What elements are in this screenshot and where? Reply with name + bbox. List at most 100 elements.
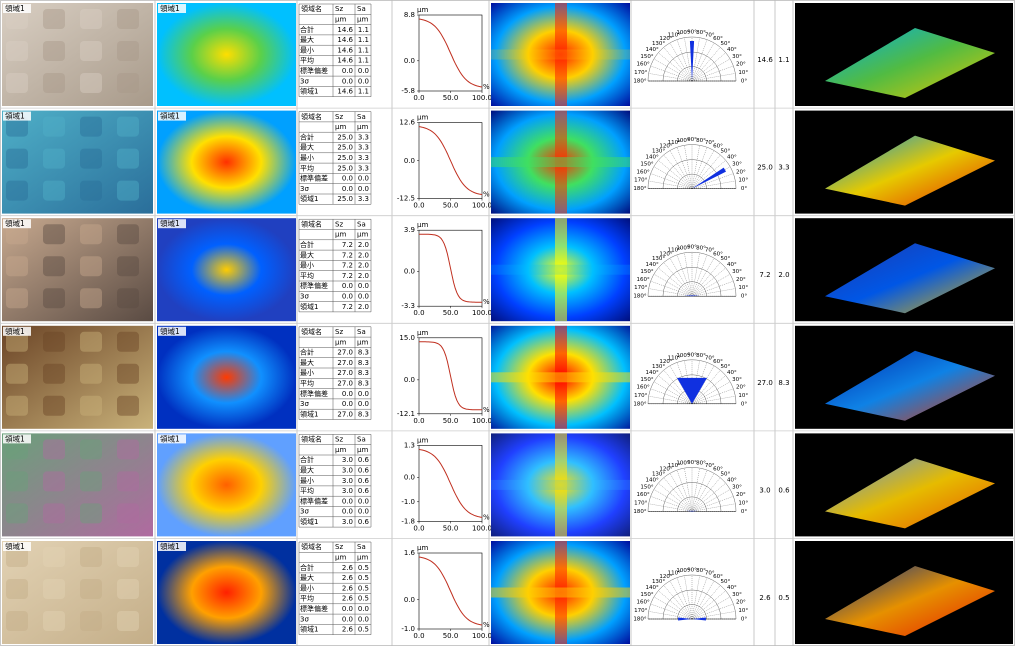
- polar-label: 80°: [696, 353, 706, 359]
- table-cell: 領域1: [300, 517, 318, 526]
- polar-spoke: [654, 167, 692, 189]
- photo-texture: [43, 503, 65, 523]
- polar-label: 160°: [637, 169, 650, 175]
- photo-texture: [43, 73, 65, 93]
- polar-label: 30°: [732, 592, 742, 598]
- polar-label: 170°: [634, 608, 647, 614]
- photo-texture: [80, 439, 102, 459]
- photo-texture: [117, 256, 139, 276]
- polar-spoke: [649, 73, 692, 81]
- table-cell: 2.6: [342, 564, 354, 572]
- polar-label: 80°: [696, 138, 706, 144]
- x-tick-label: 50.0: [443, 94, 459, 102]
- table-cell: 3.3: [358, 195, 369, 203]
- x-tick-label: 0.0: [413, 632, 424, 640]
- table-cell: 3.0: [342, 456, 353, 464]
- polar-label: 170°: [634, 178, 647, 184]
- y-tick-label: 12.6: [399, 119, 415, 127]
- photo-texture: [117, 224, 139, 244]
- table-cell: 2.0: [358, 241, 369, 249]
- table-cell: 27.0: [337, 359, 353, 367]
- x-tick-label: 100.0: [472, 94, 492, 102]
- table-cell: 0.0: [358, 282, 369, 290]
- photo-texture: [6, 579, 28, 599]
- table-cell: 0.5: [358, 564, 369, 572]
- table-cell: 最小: [300, 153, 314, 162]
- photo-texture: [43, 181, 65, 201]
- polar-spoke: [684, 468, 692, 511]
- y-tick-label: -12.5: [397, 195, 415, 203]
- table-cell: 3σ: [300, 615, 309, 623]
- region-label: 領域1: [5, 3, 25, 13]
- table-cell: 0.0: [342, 67, 353, 75]
- x-tick-label: 0.0: [413, 524, 424, 532]
- table-cell: 3.0: [342, 477, 353, 485]
- photo-texture: [117, 439, 139, 459]
- photo-texture: [43, 9, 65, 29]
- polar-spoke: [654, 59, 692, 81]
- table-row: 領域1領域1領域名SzSaμmμm合計2.60.5最大2.60.5最小2.60.…: [2, 541, 1013, 644]
- table-cell: 0.0: [358, 292, 369, 300]
- polar-spoke: [651, 281, 692, 296]
- table-cell: 最大: [300, 143, 314, 152]
- table-cell: 7.2: [342, 262, 353, 270]
- axis-unit: %: [483, 406, 490, 414]
- x-tick-label: 50.0: [443, 524, 459, 532]
- polar-spoke: [649, 611, 692, 619]
- polar-spoke: [692, 597, 730, 619]
- polar-label: 30°: [732, 484, 742, 490]
- sa-value: 8.3: [778, 379, 789, 387]
- region-label: 領域1: [160, 111, 180, 121]
- polar-spoke: [670, 258, 692, 296]
- polar-spoke: [677, 578, 692, 619]
- photo-texture: [43, 256, 65, 276]
- polar-label: 180°: [633, 294, 646, 300]
- table-header: Sz: [335, 328, 343, 336]
- photo-texture: [80, 364, 102, 384]
- y-tick-label: 0.0: [404, 376, 415, 384]
- sa-value: 3.3: [778, 164, 789, 172]
- table-cell: 25.0: [337, 154, 353, 162]
- table-cell: 0.5: [358, 574, 369, 582]
- table-header: 領域名: [301, 542, 322, 551]
- photo-texture: [6, 503, 28, 523]
- polar-label: 30°: [732, 377, 742, 383]
- x-tick-label: 50.0: [443, 632, 459, 640]
- table-cell: 0.0: [342, 390, 353, 398]
- table-cell: 0.0: [342, 77, 353, 85]
- polar-spoke: [670, 473, 692, 511]
- polar-label: 140°: [646, 585, 659, 591]
- polar-spoke: [692, 473, 714, 511]
- table-cell: 1.1: [358, 36, 369, 44]
- table-cell: 0.6: [358, 487, 370, 495]
- axis-unit: μm: [417, 114, 428, 122]
- polar-label: 10°: [738, 70, 748, 76]
- table-cell: 3.0: [342, 487, 353, 495]
- polar-spoke: [651, 174, 692, 189]
- polar-label: 10°: [738, 500, 748, 506]
- polar-label: 20°: [736, 277, 746, 283]
- table-unit: μm: [357, 15, 368, 23]
- table-cell: 25.0: [337, 164, 353, 172]
- table-cell: 合計: [300, 240, 314, 249]
- table-cell: 領域1: [300, 194, 318, 203]
- polar-label: 0°: [741, 186, 747, 192]
- polar-label: 150°: [640, 484, 653, 490]
- photo-texture: [43, 364, 65, 384]
- table-cell: 8.3: [358, 349, 369, 357]
- polar-label: 180°: [633, 79, 646, 85]
- photo-texture: [80, 547, 102, 567]
- photo-texture: [43, 396, 65, 416]
- region-label: 領域1: [160, 218, 180, 228]
- polar-spoke: [670, 43, 692, 81]
- polar-label: 180°: [633, 509, 646, 515]
- table-header: Sz: [335, 113, 343, 121]
- table-cell: 合計: [300, 25, 314, 34]
- table-cell: 3σ: [300, 508, 309, 516]
- polar-spoke: [692, 255, 707, 296]
- photo-texture: [6, 288, 28, 308]
- table-cell: 最大: [300, 465, 314, 474]
- table-cell: 平均: [300, 378, 314, 387]
- polar-label: 10°: [738, 285, 748, 291]
